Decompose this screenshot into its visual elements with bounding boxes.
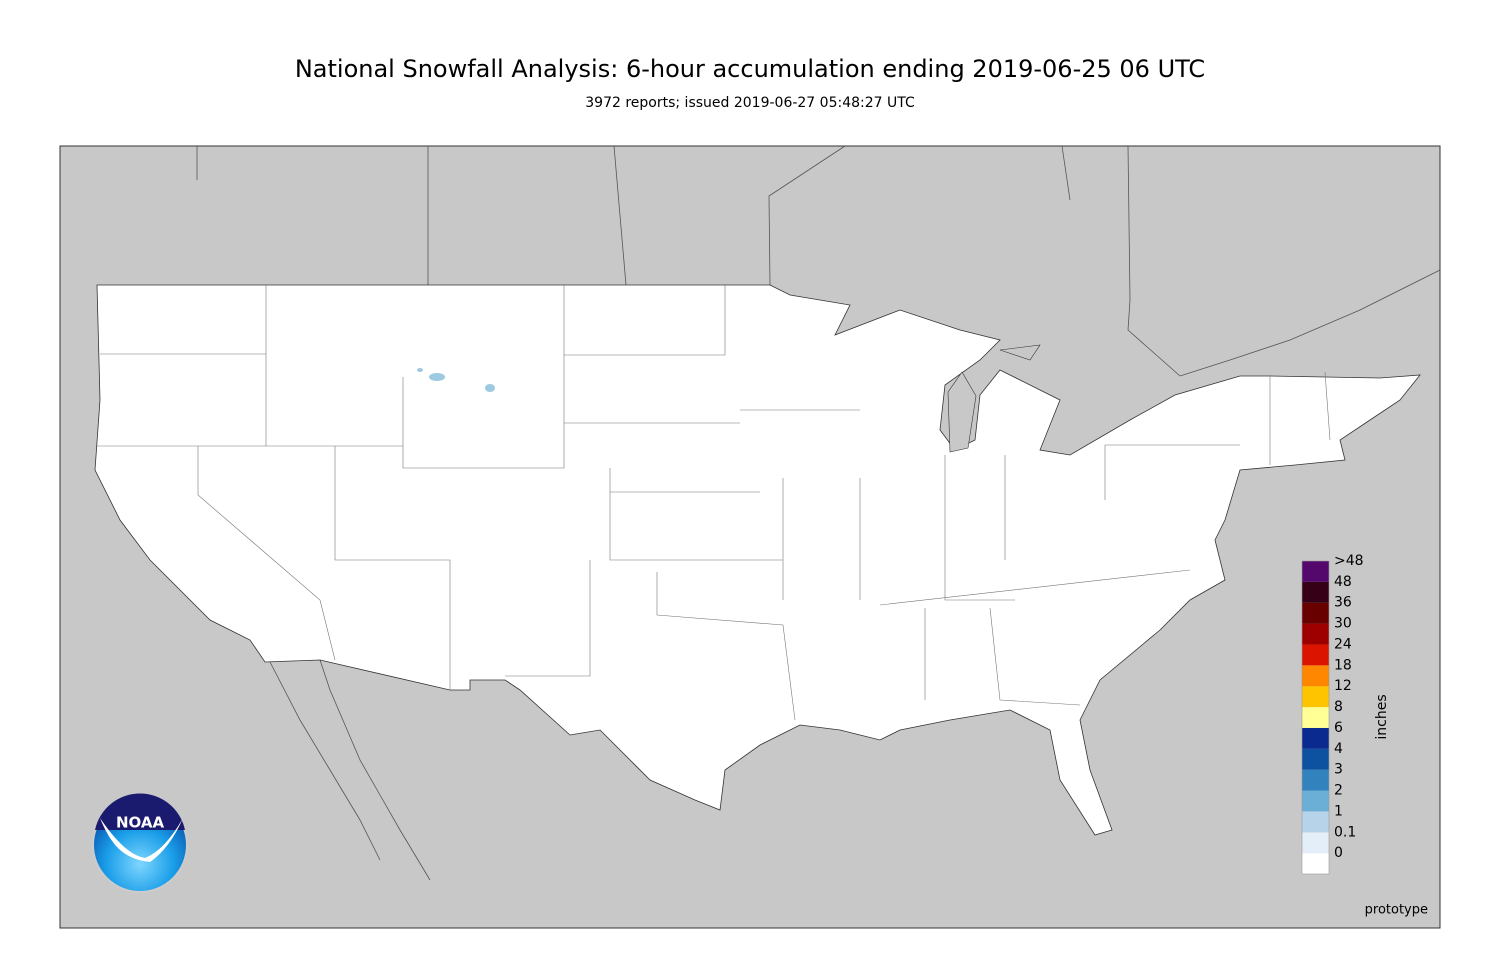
colorbar-label: 48 [1334,574,1352,590]
colorbar-cell [1302,581,1329,603]
colorbar-label: 36 [1334,595,1352,611]
colorbar-cell [1302,727,1329,749]
prototype-note: prototype [1365,903,1428,918]
colorbar-label: >48 [1334,553,1364,569]
colorbar-cell [1302,561,1329,582]
colorbar-label: 2 [1334,783,1343,799]
colorbar-cell [1302,602,1329,624]
colorbar-label: 30 [1334,616,1352,632]
colorbar-label: 4 [1334,741,1343,757]
colorbar-label: 3 [1334,762,1343,778]
colorbar-cell [1302,707,1329,728]
colorbar-label: 24 [1334,636,1352,652]
colorbar-label: 12 [1334,678,1352,694]
colorbar-label: 1 [1334,803,1343,819]
snow-patches [417,368,495,392]
title: National Snowfall Analysis: 6-hour accum… [295,55,1205,83]
colorbar-label: 0.1 [1334,824,1356,840]
colorbar-title: inches [1374,694,1390,739]
noaa-logo: NOAA [92,793,188,893]
colorbar-cell [1302,644,1329,666]
logo-bird [100,818,183,862]
state-borders [97,285,1331,721]
foreign-borders [196,145,1441,881]
colorbar-cell [1302,665,1329,687]
colorbar-label: 6 [1334,720,1343,736]
colorbar-label: 8 [1334,699,1343,715]
colorbar-frame [1301,560,1330,875]
subtitle: 3972 reports; issued 2019-06-27 05:48:27… [585,95,915,111]
colorbar-cell [1302,686,1329,708]
colorbar-cell [1302,790,1329,812]
colorbar-label: 0 [1334,845,1343,861]
great-lakes [947,344,1041,453]
colorbar-cell [1302,811,1329,833]
logo-top [95,793,185,830]
colorbar-cell [1302,623,1329,645]
colorbar-cell [1302,853,1329,874]
logo-text: NOAA [116,814,165,832]
colorbar-cell [1302,748,1329,770]
map-area [59,145,1441,929]
colorbar-cell [1302,769,1329,791]
colorbar-cell [1302,832,1329,854]
colorbar-label: 18 [1334,657,1352,673]
